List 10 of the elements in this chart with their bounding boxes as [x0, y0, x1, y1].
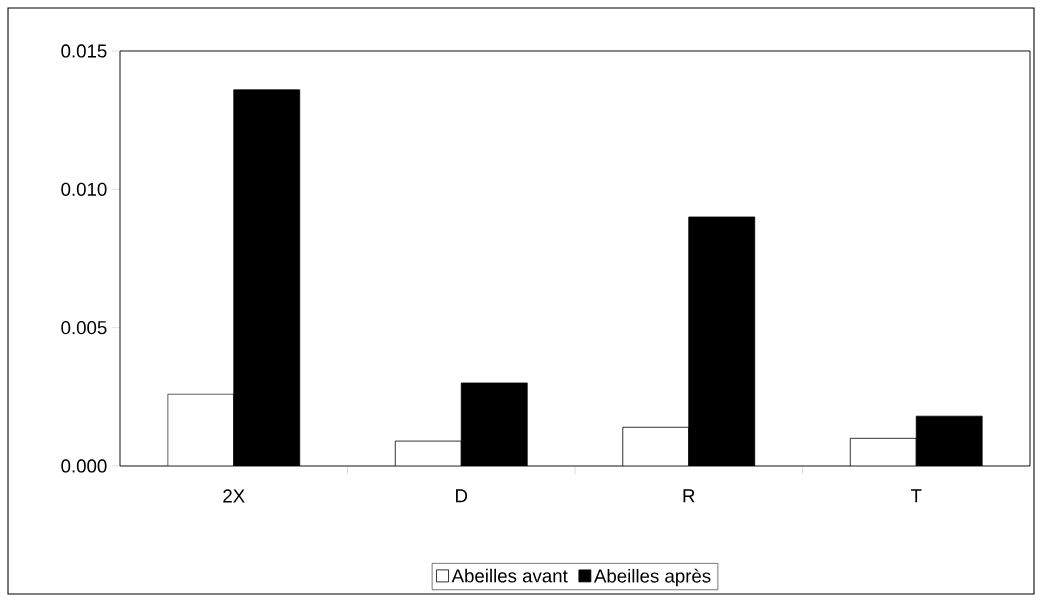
x-tick-label: T — [910, 489, 922, 503]
y-tick-label: 0.015 — [61, 44, 107, 58]
x-tick-label: R — [683, 489, 695, 503]
y-tick-label: 0.005 — [61, 321, 107, 335]
x-tick-label: D — [456, 489, 468, 503]
legend-label: Abeilles après — [593, 568, 711, 587]
legend-label: Abeilles avant — [451, 568, 568, 583]
x-tick-label: 2X — [223, 489, 245, 503]
y-tick-label: 0.000 — [61, 459, 107, 473]
y-tick-label: 0.010 — [61, 182, 107, 196]
